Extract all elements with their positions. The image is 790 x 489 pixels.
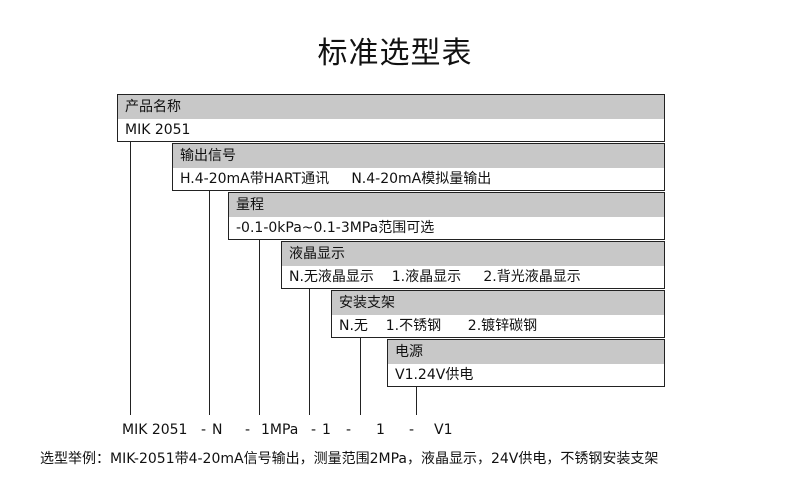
section-header: 安装支架 (332, 291, 664, 315)
section-value: MIK 2051 (125, 122, 191, 138)
connector-line (360, 338, 361, 415)
section-value: N.无液晶显示 1.液晶显示 2.背光液晶显示 (289, 269, 581, 285)
code-separator: - (311, 422, 317, 438)
connector-line (130, 142, 131, 415)
section-value: N.无 1.不锈钢 2.镀锌碳钢 (339, 318, 538, 334)
code-separator: - (245, 422, 251, 438)
code-product: MIK 2051 (122, 422, 188, 438)
connector-line (416, 387, 417, 415)
section-header: 产品名称 (118, 95, 664, 119)
section-value: H.4-20mA带HART通讯 N.4-20mA模拟量输出 (180, 171, 492, 187)
section-header: 输出信号 (173, 144, 664, 168)
section-header: 量程 (229, 193, 664, 217)
code-output-signal: N (212, 422, 223, 438)
code-mounting-bracket: 1 (376, 422, 385, 438)
selection-example: 选型举例：MIK-2051带4-20mA信号输出，测量范围2MPa，液晶显示，2… (40, 451, 659, 467)
code-power-supply: V1 (434, 422, 453, 438)
section-header: 电源 (388, 340, 664, 364)
code-separator: - (409, 422, 415, 438)
section-value: V1.24V供电 (395, 367, 474, 383)
code-separator: - (201, 422, 207, 438)
section-mounting-bracket: 安装支架 N.无 1.不锈钢 2.镀锌碳钢 (331, 290, 665, 338)
section-power-supply: 电源 V1.24V供电 (387, 339, 665, 387)
section-product-name: 产品名称 MIK 2051 (117, 94, 665, 142)
connector-line (259, 240, 260, 415)
section-output-signal: 输出信号 H.4-20mA带HART通讯 N.4-20mA模拟量输出 (172, 143, 665, 191)
section-value: -0.1-0kPa~0.1-3MPa范围可选 (236, 220, 435, 236)
section-range: 量程 -0.1-0kPa~0.1-3MPa范围可选 (228, 192, 665, 240)
section-header: 液晶显示 (282, 242, 664, 266)
section-lcd-display: 液晶显示 N.无液晶显示 1.液晶显示 2.背光液晶显示 (281, 241, 665, 289)
code-range: 1MPa (261, 422, 299, 438)
connector-line (309, 289, 310, 415)
code-lcd-display: 1 (322, 422, 331, 438)
page-title: 标准选型表 (317, 36, 473, 71)
connector-line (209, 191, 210, 415)
code-separator: - (346, 422, 352, 438)
